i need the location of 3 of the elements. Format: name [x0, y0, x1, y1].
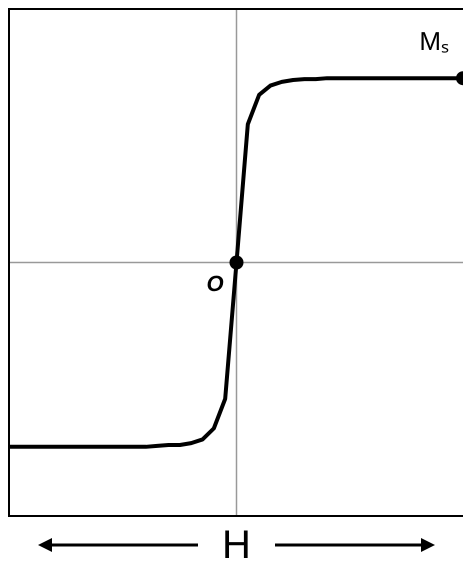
annotation: O — [206, 270, 224, 296]
annotation: Mₛ — [419, 25, 449, 58]
x-axis-title: H — [222, 523, 251, 567]
